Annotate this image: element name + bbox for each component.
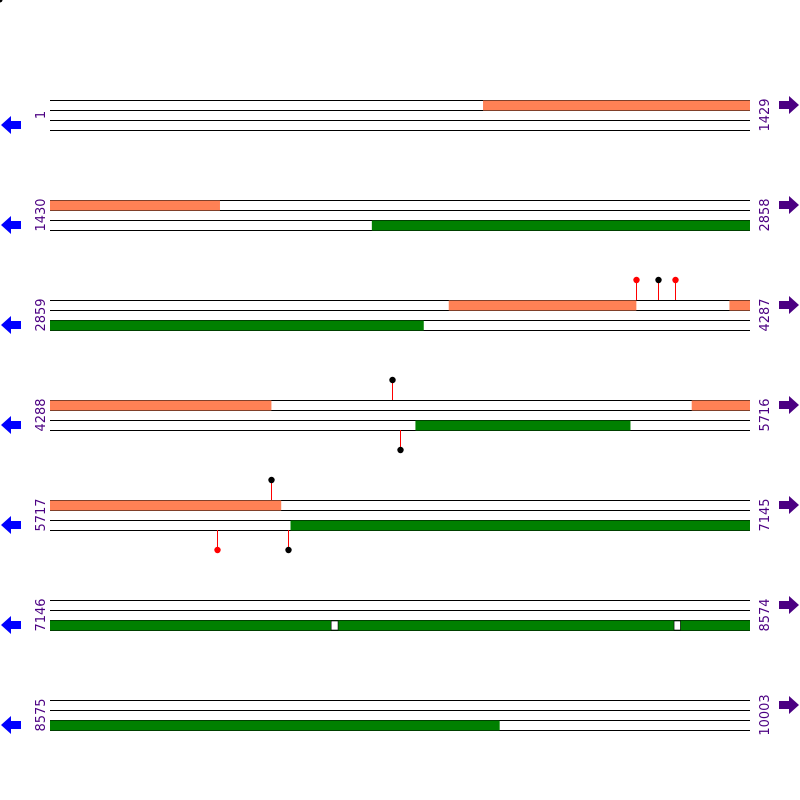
site-marker (214, 530, 221, 554)
row-end-label: 4287 (758, 298, 773, 331)
marker-dot (672, 276, 679, 284)
row-start-label: 2859 (34, 298, 49, 331)
arrow-left-icon (1, 416, 21, 434)
site-marker (633, 276, 640, 300)
row-end-label: 10003 (758, 694, 773, 735)
arrow-right-icon (779, 96, 799, 114)
reverse-feature (371, 220, 750, 231)
reverse-feature (50, 620, 750, 631)
row-end-label: 7145 (758, 498, 773, 531)
marker-dot (268, 476, 275, 484)
arrow-right-icon (779, 496, 799, 514)
row-start-label: 7146 (34, 598, 49, 631)
row-start-label: 1 (34, 111, 49, 119)
reverse-feature (290, 520, 750, 531)
arrow-right-icon (779, 696, 799, 714)
forward-feature (50, 400, 272, 411)
row-end-label: 1429 (758, 98, 773, 131)
site-marker (672, 276, 679, 300)
reverse-feature (50, 320, 424, 331)
arrow-left-icon (1, 716, 21, 734)
marker-dot (214, 546, 221, 554)
row-start-label: 8575 (34, 698, 49, 731)
marker-dot (397, 446, 404, 454)
forward-feature (483, 100, 750, 111)
marker-dot (655, 276, 662, 284)
marker-dot (285, 546, 292, 554)
sequence-row: 2859 4287 (1, 296, 799, 334)
row-start-label: 4288 (34, 398, 49, 431)
sequence-row: 7146 8574 (1, 596, 799, 634)
forward-feature (729, 300, 750, 311)
sequence-row: 4288 5716 (1, 396, 799, 434)
reverse-gap (330, 620, 339, 631)
reverse-feature (415, 420, 631, 431)
reverse-gap (673, 620, 681, 631)
forward-feature (448, 300, 637, 311)
sequence-row: 1 1429 (1, 96, 799, 134)
forward-feature (50, 200, 220, 211)
sequence-row: 1430 2858 (1, 196, 799, 234)
site-marker (655, 276, 662, 300)
forward-feature (691, 400, 750, 411)
row-end-label: 5716 (758, 398, 773, 431)
site-marker (389, 376, 396, 400)
marker-dot (389, 376, 396, 384)
site-marker (285, 530, 292, 554)
sequence-row: 8575 10003 (1, 694, 799, 736)
row-end-label: 2858 (758, 198, 773, 231)
arrow-right-icon (779, 396, 799, 414)
sequence-row: 5717 7145 (1, 496, 799, 534)
row-start-label: 5717 (34, 498, 49, 531)
arrow-left-icon (1, 516, 21, 534)
arrow-right-icon (779, 596, 799, 614)
reverse-feature (50, 720, 500, 731)
row-end-label: 8574 (758, 598, 773, 631)
arrow-left-icon (1, 616, 21, 634)
site-marker (268, 476, 275, 500)
arrow-right-icon (779, 296, 799, 314)
site-marker (397, 430, 404, 454)
arrow-left-icon (1, 116, 21, 134)
row-start-label: 1430 (34, 198, 49, 231)
arrow-left-icon (1, 216, 21, 234)
forward-feature (50, 500, 282, 511)
arrow-left-icon (1, 316, 21, 334)
corner-dot (0, 0, 3, 3)
arrow-right-icon (779, 196, 799, 214)
marker-dot (633, 276, 640, 284)
